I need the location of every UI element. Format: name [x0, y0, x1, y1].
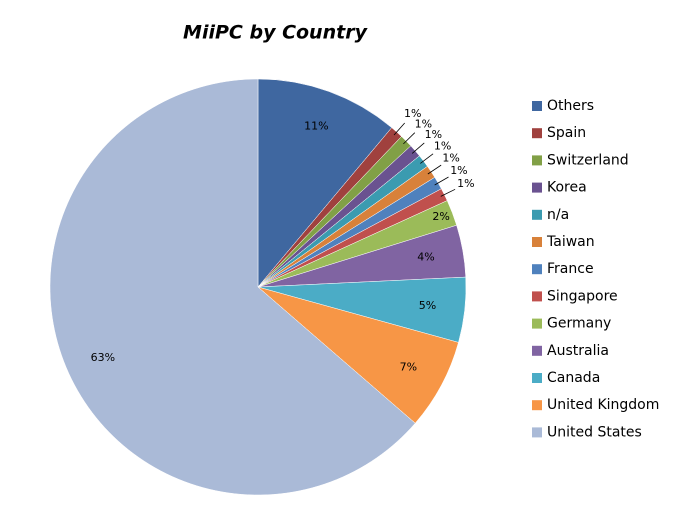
legend-label: Others [547, 98, 594, 114]
legend-swatch [532, 373, 542, 383]
legend-label: United States [547, 424, 642, 440]
legend-label: Korea [547, 180, 587, 196]
legend-label: Spain [547, 125, 586, 141]
legend-swatch [532, 237, 542, 247]
legend-swatch [532, 318, 542, 329]
data-label: 1% [442, 151, 459, 164]
data-label: 5% [419, 299, 436, 312]
leader-line [403, 132, 416, 145]
legend-swatch [532, 101, 542, 111]
legend-label: France [547, 261, 594, 277]
data-label: 1% [457, 177, 474, 190]
legend-swatch [532, 155, 542, 166]
data-label: 4% [417, 250, 434, 263]
legend-label: Germany [547, 316, 611, 332]
chart-title: MiiPC by Country [183, 22, 369, 44]
data-label: 1% [450, 164, 467, 177]
legend-swatch [532, 128, 542, 139]
legend-swatch [532, 427, 542, 438]
data-label: 1% [415, 117, 432, 130]
legend-swatch [532, 400, 542, 411]
data-label: 7% [400, 361, 417, 374]
data-label: 63% [91, 351, 115, 364]
legend-swatch [532, 291, 542, 302]
legend-label: Canada [547, 370, 600, 386]
legend-label: Switzerland [547, 152, 629, 168]
legend-swatch [532, 345, 542, 356]
leader-line [411, 142, 425, 154]
legend-swatch [532, 264, 542, 275]
legend-label: Taiwan [546, 234, 595, 250]
pie-slice [49, 78, 416, 496]
leader-line [420, 153, 434, 164]
leader-line [393, 122, 405, 136]
leader-line [440, 188, 456, 197]
pie-slice [257, 78, 393, 288]
legend-swatch [532, 209, 542, 220]
data-label: 1% [425, 128, 442, 141]
legend-label: Singapore [547, 288, 618, 304]
data-label: 1% [404, 107, 421, 120]
leader-line [427, 164, 442, 175]
legend-label: Australia [547, 343, 609, 359]
legend-label: n/a [547, 207, 569, 223]
legend-label: United Kingdom [547, 397, 659, 413]
data-label: 1% [434, 139, 451, 152]
legend-swatch [532, 182, 542, 193]
leader-line [434, 176, 449, 186]
data-label: 11% [304, 120, 328, 133]
data-label: 2% [432, 210, 449, 223]
